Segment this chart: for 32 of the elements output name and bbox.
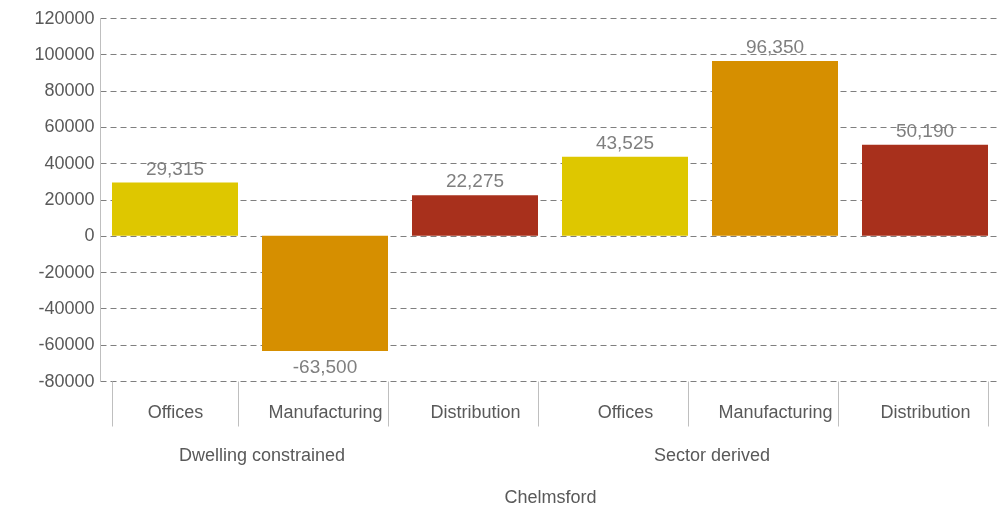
data-label: 50,190 (895, 119, 955, 141)
x-tick-label: Offices (597, 401, 654, 422)
data-label: 29,315 (145, 157, 205, 179)
y-tick-label: 40000 (44, 152, 95, 173)
bar (112, 182, 238, 236)
y-tick-label: 100000 (34, 43, 95, 64)
x-tick-label: Distribution (880, 401, 971, 422)
data-label: 22,275 (445, 170, 505, 192)
y-tick-label: 0 (84, 225, 95, 246)
y-tick-label: 60000 (44, 116, 95, 137)
text: Sector derived (653, 445, 771, 465)
bar (412, 195, 538, 236)
x-tick-label: Manufacturing (718, 401, 833, 422)
y-tick-label: 20000 (44, 189, 95, 209)
text: Dwelling constrained (178, 445, 346, 465)
y-tick-label: -20000 (38, 261, 95, 282)
data-label: 43,525 (595, 131, 655, 153)
y-tick-label: -80000 (38, 370, 95, 391)
bar (562, 156, 688, 236)
bar (712, 60, 838, 236)
bar (862, 144, 988, 236)
data-label: 96,350 (745, 35, 805, 57)
x-tick-label: Offices (147, 401, 204, 422)
x-tick-label: Manufacturing (268, 401, 383, 422)
bar (262, 235, 388, 352)
y-tick-label: 80000 (44, 80, 95, 101)
data-label: -63,500 (292, 356, 358, 378)
x-tick-label: Distribution (430, 401, 521, 422)
y-tick-label: 120000 (34, 7, 95, 28)
y-tick-label: -40000 (38, 297, 95, 318)
y-tick-label: -60000 (38, 334, 95, 355)
x-axis-title: Chelmsford (504, 487, 597, 507)
